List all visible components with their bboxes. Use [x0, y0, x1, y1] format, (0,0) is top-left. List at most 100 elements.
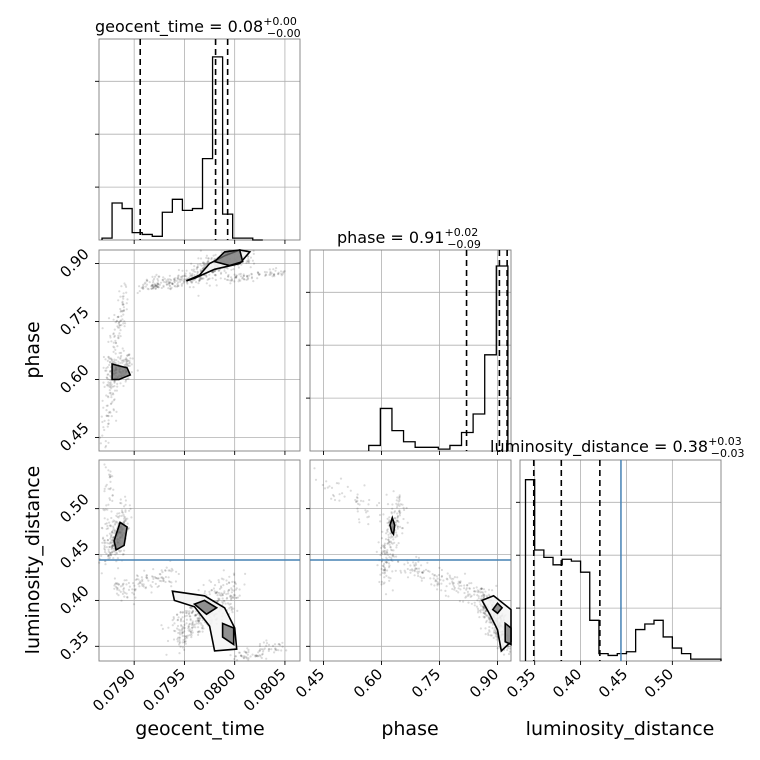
- sample-point: [127, 377, 130, 380]
- sample-point: [184, 272, 187, 275]
- sample-point: [110, 551, 113, 554]
- sample-point: [387, 562, 390, 565]
- sample-point: [109, 411, 112, 414]
- sample-point: [103, 385, 106, 388]
- sample-point: [172, 277, 176, 280]
- sample-point: [179, 611, 182, 614]
- sample-point: [181, 631, 184, 634]
- sample-point: [495, 638, 498, 641]
- sample-point: [189, 622, 192, 625]
- sample-point: [178, 636, 181, 639]
- sample-point: [203, 592, 206, 595]
- sample-point: [391, 503, 394, 506]
- sample-point: [212, 270, 215, 273]
- x-tick-label: 0.50: [641, 665, 677, 701]
- sample-point: [121, 584, 124, 587]
- sample-point: [458, 584, 461, 588]
- sample-point: [470, 602, 473, 605]
- sample-point: [109, 551, 112, 555]
- sample-point: [252, 249, 255, 252]
- sample-point: [173, 629, 176, 632]
- sample-point: [151, 284, 154, 288]
- sample-point: [484, 610, 487, 613]
- sample-point: [273, 273, 276, 276]
- sample-point: [168, 274, 171, 277]
- sample-point: [378, 513, 382, 517]
- sample-point: [116, 512, 119, 515]
- sample-point: [183, 640, 187, 643]
- sample-point: [116, 587, 119, 590]
- sample-point: [143, 569, 146, 572]
- sample-point: [125, 291, 128, 294]
- sample-point: [414, 562, 417, 565]
- sample-point: [122, 297, 125, 300]
- sample-point: [346, 485, 349, 488]
- sample-point: [389, 577, 392, 580]
- sample-point: [234, 594, 237, 597]
- sample-point: [389, 532, 392, 535]
- sample-point: [390, 512, 393, 515]
- sample-point: [104, 466, 107, 469]
- sample-point: [103, 550, 107, 554]
- sample-point: [123, 591, 126, 594]
- sample-point: [262, 650, 265, 653]
- sample-point: [326, 486, 329, 489]
- sample-point: [393, 555, 396, 558]
- sample-point: [383, 571, 386, 574]
- sample-point: [413, 563, 416, 567]
- sample-point: [179, 280, 182, 283]
- sample-point: [246, 275, 249, 278]
- sample-point: [467, 594, 470, 597]
- sample-point: [106, 395, 109, 398]
- sample-point: [230, 278, 233, 281]
- sample-point: [121, 309, 124, 313]
- sample-point: [153, 277, 156, 280]
- x-tick-label: 0.45: [595, 665, 631, 701]
- sample-point: [111, 499, 114, 502]
- sample-point: [391, 542, 394, 545]
- sample-point: [489, 621, 492, 624]
- sample-point: [188, 623, 191, 626]
- sample-point: [388, 564, 391, 567]
- sample-point: [485, 594, 488, 598]
- sample-point: [459, 581, 462, 585]
- sample-point: [140, 286, 143, 289]
- sample-point: [388, 543, 391, 546]
- sample-point: [222, 578, 225, 581]
- sample-point: [110, 357, 113, 360]
- sample-point: [271, 275, 274, 278]
- sample-point: [477, 597, 480, 600]
- sample-point: [426, 561, 429, 564]
- sample-point: [106, 373, 109, 376]
- sample-point: [356, 499, 359, 502]
- sample-point: [440, 574, 444, 578]
- sample-point: [125, 358, 128, 361]
- sample-point: [274, 269, 277, 272]
- sample-point: [187, 276, 190, 280]
- sample-point: [190, 631, 193, 634]
- sample-point: [243, 274, 246, 277]
- sample-point: [417, 556, 420, 560]
- sample-point: [490, 620, 493, 624]
- sample-point: [150, 585, 153, 588]
- sample-point: [106, 425, 109, 428]
- sample-point: [254, 655, 257, 658]
- sample-point: [212, 270, 215, 274]
- sample-point: [212, 254, 215, 257]
- sample-point: [217, 581, 221, 584]
- sample-point: [126, 354, 129, 357]
- sample-point: [125, 592, 128, 595]
- sample-point: [176, 278, 179, 281]
- sample-point: [117, 567, 120, 570]
- sample-point: [190, 281, 193, 284]
- sample-point: [479, 588, 482, 591]
- sample-point: [494, 635, 497, 638]
- sample-point: [238, 594, 241, 597]
- sample-point: [410, 568, 414, 571]
- sample-point: [199, 276, 202, 279]
- sample-point: [383, 566, 386, 570]
- sample-point: [387, 553, 390, 557]
- sample-point: [330, 486, 334, 489]
- sample-point: [257, 272, 260, 275]
- sample-point: [362, 500, 365, 503]
